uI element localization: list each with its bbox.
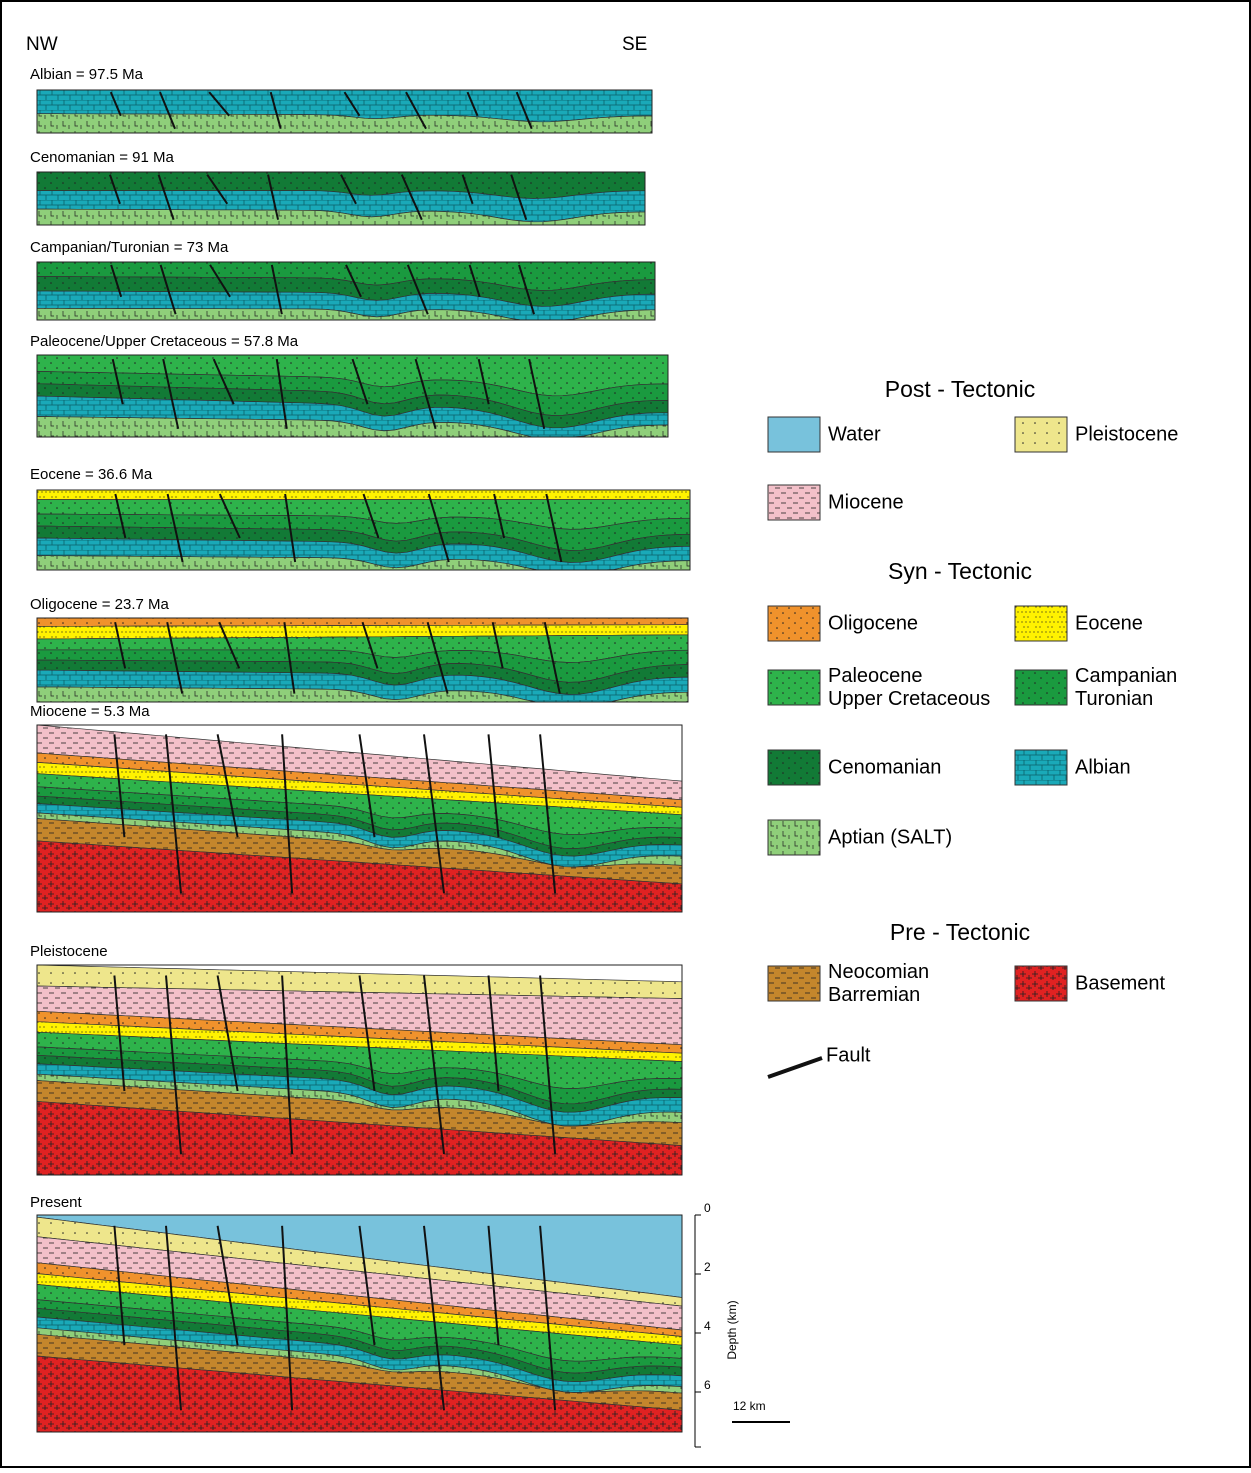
legend-label: Cenomanian	[828, 756, 941, 778]
se-label: SE	[622, 34, 647, 55]
legend-label: Neocomian	[828, 961, 929, 983]
legend-group-title: Post - Tectonic	[885, 376, 1035, 402]
legend-swatch	[768, 606, 820, 641]
legend-label: Miocene	[828, 491, 904, 513]
legend-swatch	[1015, 966, 1067, 1001]
cross-section	[37, 355, 668, 437]
cross-section	[37, 172, 645, 225]
legend-swatch	[768, 417, 820, 452]
legend-label: Oligocene	[828, 612, 918, 634]
cross-section	[37, 90, 652, 133]
legend-swatch	[768, 670, 820, 705]
tick-label: 6	[704, 1378, 711, 1392]
section-label: Present	[30, 1194, 83, 1211]
legend-group-title: Syn - Tectonic	[888, 558, 1032, 584]
section-label: Eocene = 36.6 Ma	[30, 466, 153, 483]
legend-label: Upper Cretaceous	[828, 688, 990, 710]
legend-label: Campanian	[1075, 665, 1177, 687]
legend-swatch	[768, 966, 820, 1001]
figure: NW SE Albian = 97.5 Ma Cenomanian = 91 Ma…	[0, 0, 1251, 1468]
legend-label: Paleocene	[828, 665, 923, 687]
legend-swatch	[768, 820, 820, 855]
section-label: Albian = 97.5 Ma	[30, 66, 144, 83]
legend-label: Barremian	[828, 984, 920, 1006]
legend-label: Albian	[1075, 756, 1131, 778]
legend-label: Basement	[1075, 972, 1165, 994]
cross-section	[37, 490, 690, 570]
scale-bar-label: 12 km	[733, 1399, 766, 1413]
cross-section	[37, 618, 688, 702]
legend-label: Fault	[826, 1044, 871, 1066]
cross-section	[37, 262, 655, 320]
cross-section	[37, 1215, 682, 1432]
section-label: Oligocene = 23.7 Ma	[30, 596, 169, 613]
legend-swatch	[1015, 670, 1067, 705]
section-label: Pleistocene	[30, 943, 108, 960]
legend-label: Turonian	[1075, 688, 1153, 710]
legend-swatch	[1015, 417, 1067, 452]
legend-label: Aptian (SALT)	[828, 826, 952, 848]
section-label: Paleocene/Upper Cretaceous = 57.8 Ma	[30, 333, 299, 350]
legend-swatch	[1015, 750, 1067, 785]
cross-section	[37, 965, 682, 1175]
tick-label: 4	[704, 1319, 711, 1333]
legend-group-title: Pre - Tectonic	[890, 919, 1030, 945]
legend-swatch	[1015, 606, 1067, 641]
nw-label: NW	[26, 34, 58, 55]
legend-swatch	[768, 485, 820, 520]
section-label: Miocene = 5.3 Ma	[30, 703, 150, 720]
legend-label: Pleistocene	[1075, 423, 1178, 445]
tick-label: 2	[704, 1260, 711, 1274]
section-label: Cenomanian = 91 Ma	[30, 149, 174, 166]
legend-swatch	[768, 750, 820, 785]
section-label: Campanian/Turonian = 73 Ma	[30, 239, 229, 256]
axis-label: Depth (km)	[725, 1300, 739, 1359]
tick-label: 0	[704, 1201, 711, 1215]
legend-label: Eocene	[1075, 612, 1143, 634]
legend-label: Water	[828, 423, 881, 445]
